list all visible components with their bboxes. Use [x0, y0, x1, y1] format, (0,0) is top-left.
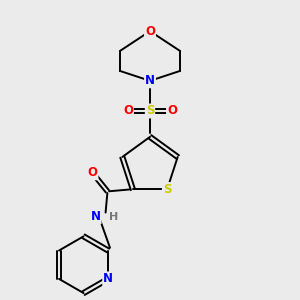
Text: H: H: [109, 212, 118, 222]
Text: O: O: [88, 166, 98, 179]
Text: S: S: [163, 183, 171, 196]
Text: N: N: [145, 74, 155, 87]
Text: O: O: [167, 104, 177, 118]
Text: N: N: [91, 210, 101, 223]
Text: O: O: [145, 25, 155, 38]
Text: O: O: [123, 104, 133, 118]
Text: N: N: [103, 272, 113, 285]
Text: S: S: [146, 104, 154, 118]
